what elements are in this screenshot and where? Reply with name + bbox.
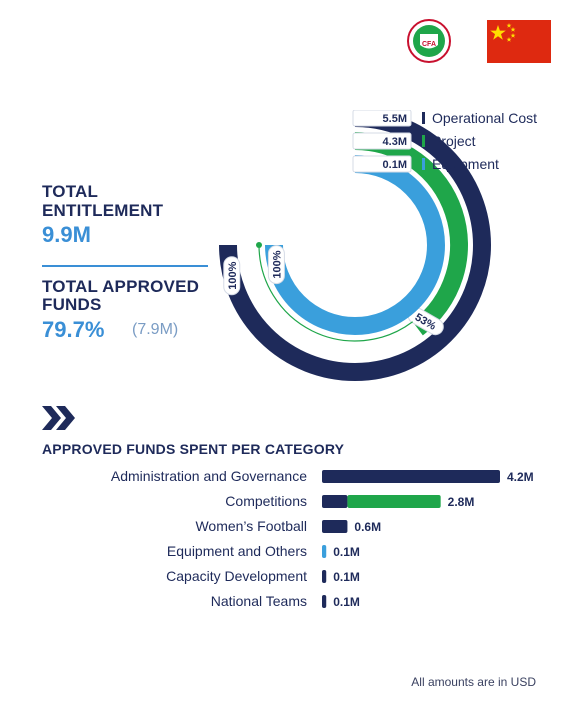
entitlement-value: 9.9M [42,222,91,247]
chevron-right-icon [42,406,78,435]
donut-percent-label-operational-cost: 100% [227,261,239,289]
entitlement-label-line2: ENTITLEMENT [42,201,164,220]
currency-footnote: All amounts are in USD [411,675,536,689]
donut-percent-label-equipment: 100% [271,250,283,278]
bar-competitions-segment-1 [347,495,441,508]
category-bar-chart: Administration and Governance 4.2M Competi… [111,468,534,609]
bar-category-label-national-teams: National Teams [211,593,307,609]
legend-label-project: Project [432,133,476,149]
bar-category-label-women-s-football: Women’s Football [195,518,307,534]
donut-percent-badge-operational-cost: 100% [223,256,241,296]
bar-value-label-competitions: 2.8M [448,495,475,509]
bar-value-label-administration-and-governance: 4.2M [507,470,534,484]
legend-swatch-equipment [422,158,425,170]
approved-label-line2: FUNDS [42,295,102,314]
logo-text: CFA [422,41,436,48]
donut-value-box-project [352,132,412,150]
bar-capacity-development-segment-0 [322,570,327,583]
legend-label-equipment: Equipment [432,156,499,172]
bar-value-label-capacity-development: 0.1M [333,570,360,584]
bar-value-label-women-s-football: 0.6M [354,520,381,534]
bar-competitions-segment-0 [322,495,348,508]
approved-percent: 79.7% [42,317,105,342]
legend-swatch-operational-cost [422,112,425,124]
donut-percent-badge-equipment: 100% [267,245,285,285]
donut-value-box-operational-cost [352,110,412,127]
donut-value-label-equipment: 0.1M [383,159,407,171]
legend-label-operational-cost: Operational Cost [432,110,537,126]
bar-category-label-administration-and-governance: Administration and Governance [111,468,307,484]
entitlement-label-line1: TOTAL [42,182,99,201]
bar-value-label-equipment-and-others: 0.1M [333,545,360,559]
bar-equipment-and-others-segment-0 [322,545,327,558]
donut-arc-equipment [265,155,445,335]
bar-category-label-equipment-and-others: Equipment and Others [167,543,307,559]
donut-arc-operational-cost [219,110,491,381]
china-flag-icon [487,20,551,63]
donut-remainder-dot-project [256,242,262,248]
legend-swatch-project [422,135,425,147]
cfa-logo: CFA [407,19,451,63]
bar-administration-and-governance-segment-0 [322,470,500,483]
bar-category-label-competitions: Competitions [225,493,307,509]
approved-label-line1: TOTAL APPROVED [42,277,200,296]
donut-value-label-operational-cost: 5.5M [383,113,407,125]
donut-value-label-project: 4.3M [383,136,407,148]
bar-chart-title: APPROVED FUNDS SPENT PER CATEGORY [42,441,345,457]
donut-value-box-equipment [352,155,412,173]
summary-divider [42,265,208,267]
bar-women-s-football-segment-0 [322,520,348,533]
bar-category-label-capacity-development: Capacity Development [166,568,307,584]
bar-national-teams-segment-0 [322,595,327,608]
donut-remainder-line-project [258,244,413,342]
approved-amount: (7.9M) [132,321,179,338]
bar-value-label-national-teams: 0.1M [333,595,360,609]
